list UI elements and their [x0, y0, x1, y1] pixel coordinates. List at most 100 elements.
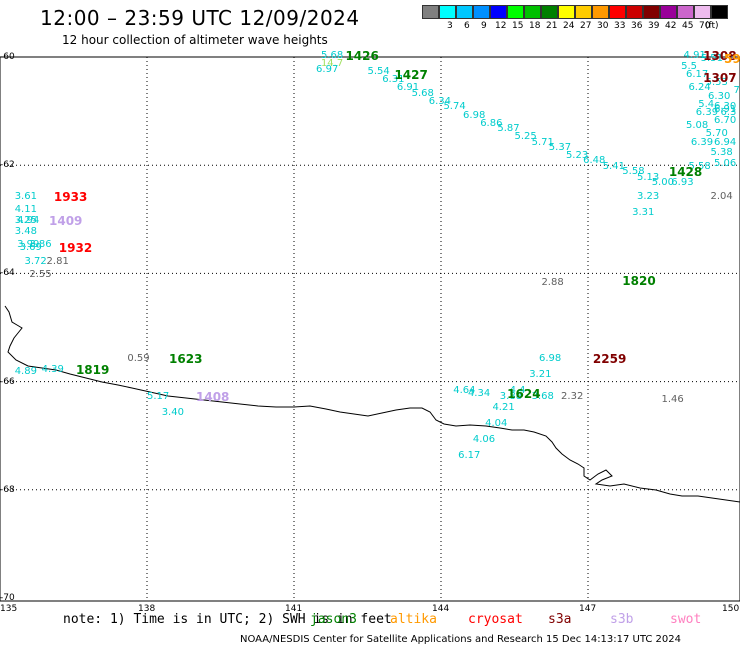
swh-value: 3.69	[19, 242, 42, 254]
swh-value: 6.91	[714, 104, 737, 116]
colorbar-tick-label: 9	[481, 21, 487, 31]
colorbar-swatch	[575, 5, 592, 19]
colorbar-swatch	[711, 5, 728, 19]
swh-value: 4.94	[17, 215, 40, 226]
mission-legend-s3b: s3b	[610, 612, 634, 627]
swh-value: 5.23	[565, 150, 589, 162]
colorbar-swatch	[473, 5, 490, 19]
colorbar-swatch	[609, 5, 626, 19]
swh-value: 6.98	[539, 352, 562, 364]
pass-time-label: 1426	[345, 49, 379, 63]
swh-value: 5.41	[602, 160, 625, 172]
colorbar-swatch	[558, 5, 575, 19]
colorbar-tick-label: 24	[563, 21, 575, 31]
swh-value: 5.53	[705, 77, 728, 89]
pass-time-label: 1819	[75, 362, 110, 377]
swh-value: 3.88	[499, 390, 523, 402]
swh-value: 4.04	[485, 417, 508, 429]
swh-value: 6.86	[480, 117, 503, 129]
swh-value: 6.3	[720, 106, 737, 118]
swh-value: 7	[733, 85, 740, 97]
pass-time-label: 1427	[394, 67, 428, 82]
latitude-label: -66	[0, 376, 15, 387]
colorbar-swatch	[541, 5, 558, 19]
colorbar-tick-label: 30	[597, 21, 609, 31]
latitude-label: -62	[0, 160, 15, 171]
pass-time-label: 2259	[592, 351, 627, 366]
swh-value: 3.40	[161, 407, 184, 419]
colorbar-swatch	[626, 5, 643, 19]
swh-value: 6.31	[382, 74, 405, 86]
swh-value: 5.08	[686, 120, 709, 132]
mission-legend-swot: swot	[670, 612, 702, 627]
swh-value: 5.68	[411, 87, 434, 99]
colorbar-tick-label: 18	[529, 21, 541, 31]
colorbar-swatch	[592, 5, 609, 19]
swh-value: 0.59	[127, 352, 150, 364]
swh-value: 4.39	[41, 363, 64, 375]
swh-value: 5.06	[714, 158, 737, 170]
colorbar-tick-label: 3	[447, 21, 453, 31]
swh-value: 5.58	[688, 160, 711, 172]
pass-time-label: 1428	[668, 165, 703, 180]
colorbar-swatch	[694, 5, 711, 19]
colorbar-swatch	[660, 5, 677, 19]
swh-value: 3.72	[24, 255, 47, 267]
swh-value: 5.87	[497, 123, 520, 135]
colorbar-swatch	[456, 5, 473, 19]
units-note: note: 1) Time is in UTC; 2) SWH is in fe…	[63, 612, 392, 627]
colorbar-tick-label: 70	[699, 21, 711, 31]
swh-value: 3.31	[632, 206, 655, 218]
swh-value: 5.54	[367, 66, 390, 78]
mission-legend-s3a: s3a	[548, 612, 572, 627]
colorbar-swatch	[439, 5, 456, 19]
swh-value: 6.24	[688, 82, 711, 94]
antarctic-coastline	[4, 305, 740, 503]
swh-value: 2.81	[46, 255, 69, 267]
pass-time-label: 1623	[169, 351, 203, 366]
swh-value: 6.17	[458, 450, 481, 462]
longitude-label: 150	[722, 604, 740, 614]
pass-time-label: 1820	[622, 273, 656, 288]
swh-value: 5.4	[698, 98, 715, 110]
colorbar-tick-label: 15	[512, 21, 524, 31]
swh-value: 5.68	[320, 50, 344, 61]
colorbar-tick-label: 21	[546, 21, 558, 31]
swh-value: 4.21	[492, 401, 515, 413]
swh-value: 6.98	[463, 109, 486, 121]
map-subtitle: 12 hour collection of altimeter wave hei…	[62, 33, 328, 47]
swh-value: 2.55	[29, 269, 52, 281]
swh-value: 5.37	[548, 141, 572, 153]
swh-value: 4.91	[683, 50, 706, 61]
pass-time-label: 1624	[507, 387, 541, 402]
swh-value: 6.48	[583, 155, 606, 167]
swh-value: 6.39	[695, 106, 719, 118]
colorbar-tick-label: 6	[464, 21, 470, 31]
swh-value: 3.21	[529, 369, 552, 381]
colorbar-tick-label: 45	[682, 21, 694, 31]
colorbar-tick-label: 39	[648, 21, 660, 31]
swh-value: 5.17	[147, 390, 170, 402]
colorbar-swatch	[677, 5, 694, 19]
swh-value: 6.39	[690, 136, 714, 148]
swh-value: 5.25	[514, 131, 537, 143]
swh-value: 6.30	[708, 90, 731, 102]
swh-value: 6.30	[714, 101, 737, 113]
swh-value: 3.99	[17, 239, 40, 251]
colorbar-tick-label: 33	[614, 21, 626, 31]
pass-time-label: 1308	[703, 49, 737, 63]
swh-value: 4.64	[453, 385, 476, 397]
swh-value: 4.11	[14, 204, 37, 216]
longitude-label: 135	[0, 604, 18, 614]
credit-line: NOAA/NESDIS Center for Satellite Applica…	[240, 634, 682, 645]
colorbar-swatch	[524, 5, 541, 19]
swh-value: 6.94	[714, 136, 737, 148]
latitude-label: -64	[0, 268, 15, 279]
swh-value: 3.61	[14, 190, 37, 202]
longitude-label: 147	[579, 604, 597, 614]
swh-value: 5.70	[705, 128, 728, 140]
swh-value: 4.34	[467, 388, 491, 400]
swh-value: 3.25	[14, 215, 37, 226]
swh-value: 6.91	[396, 82, 420, 94]
